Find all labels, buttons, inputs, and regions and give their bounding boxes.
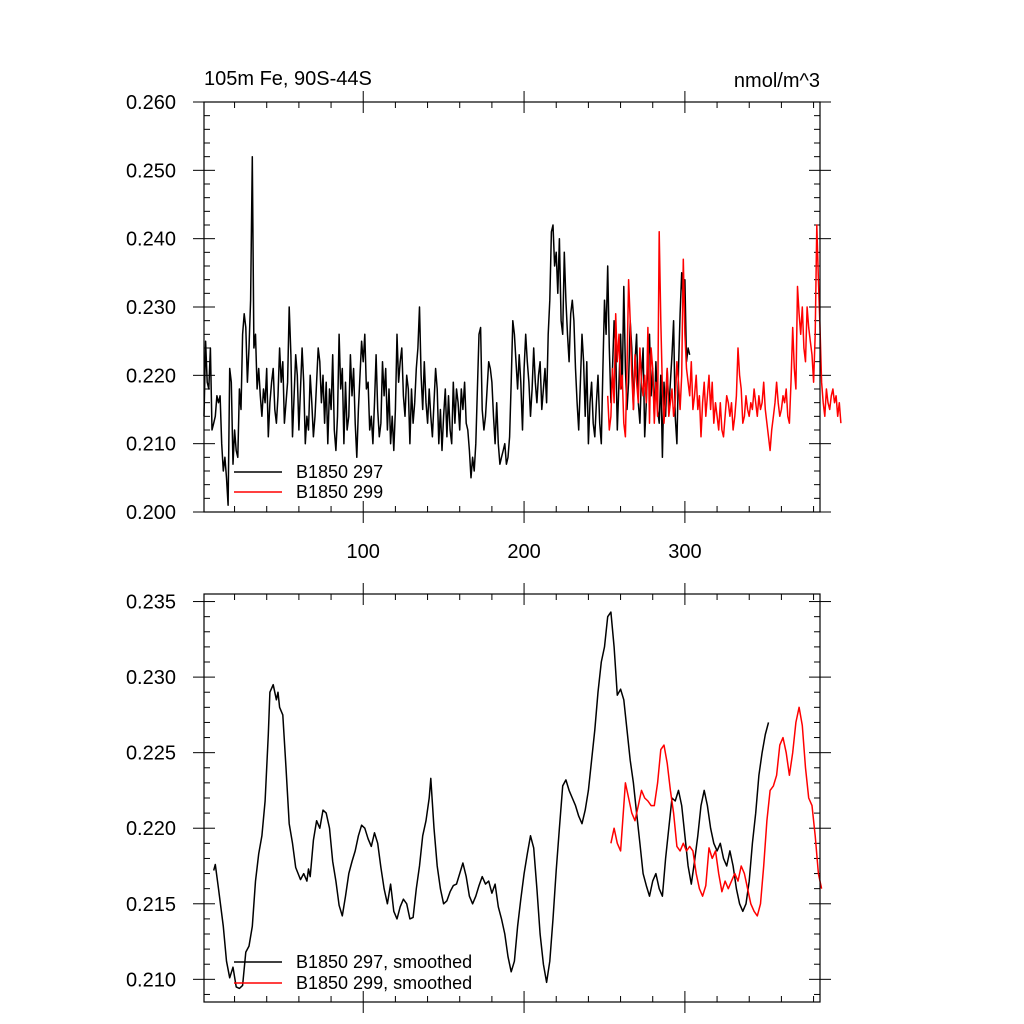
- bottom-panel: 0.210 0.215 0.220 0.225 0.230 0.235 B1850 297…: [126, 583, 831, 1013]
- top-panel: 105m Fe, 90S-44S nmol/m^3 0.200 0.210 0.22…: [126, 68, 842, 563]
- y-tick-label: 0.215: [126, 894, 176, 916]
- top-x-tick-labels: 100 200 300: [347, 541, 702, 563]
- top-series-lines: [203, 155, 842, 506]
- legend-label-b1850-297-smoothed: B1850 297, smoothed: [296, 952, 472, 972]
- y-tick-label: 0.210: [126, 969, 176, 991]
- top-y-tick-labels: 0.200 0.210 0.220 0.230 0.240 0.250 0.260: [126, 92, 176, 524]
- top-plot-frame: [203, 101, 821, 513]
- y-tick-label: 0.230: [126, 667, 176, 689]
- y-tick-label: 0.210: [126, 434, 176, 456]
- x-tick-label: 100: [347, 541, 380, 563]
- bottom-series-lines: [212, 611, 823, 990]
- y-tick-label: 0.220: [126, 365, 176, 387]
- bottom-y-tick-labels: 0.210 0.215 0.220 0.225 0.230 0.235: [126, 592, 176, 992]
- top-chart-title: 105m Fe, 90S-44S: [204, 68, 372, 90]
- legend-label-b1850-299-smoothed: B1850 299, smoothed: [296, 973, 472, 993]
- y-tick-label: 0.220: [126, 818, 176, 840]
- top-legend: B1850 297 B1850 299: [234, 462, 383, 502]
- x-tick-label: 300: [668, 541, 701, 563]
- y-tick-label: 0.200: [126, 502, 176, 524]
- legend-label-b1850-299: B1850 299: [296, 482, 383, 502]
- top-chart-units: nmol/m^3: [734, 70, 820, 92]
- series-line-b1850-299-smoothed: [610, 706, 823, 917]
- y-tick-label: 0.230: [126, 297, 176, 319]
- x-tick-label: 200: [507, 541, 540, 563]
- bottom-legend: B1850 297, smoothed B1850 299, smoothed: [234, 952, 472, 993]
- y-tick-label: 0.225: [126, 743, 176, 765]
- y-tick-label: 0.235: [126, 592, 176, 614]
- series-line-b1850-299: [606, 224, 842, 452]
- y-tick-label: 0.250: [126, 160, 176, 182]
- series-line-b1850-297-smoothed: [212, 611, 770, 990]
- series-line-b1850-297: [203, 155, 691, 506]
- bottom-plot-frame: [203, 593, 821, 1003]
- y-tick-label: 0.240: [126, 229, 176, 251]
- y-tick-label: 0.260: [126, 92, 176, 114]
- bottom-axis-ticks: [193, 583, 831, 1013]
- legend-label-b1850-297: B1850 297: [296, 462, 383, 482]
